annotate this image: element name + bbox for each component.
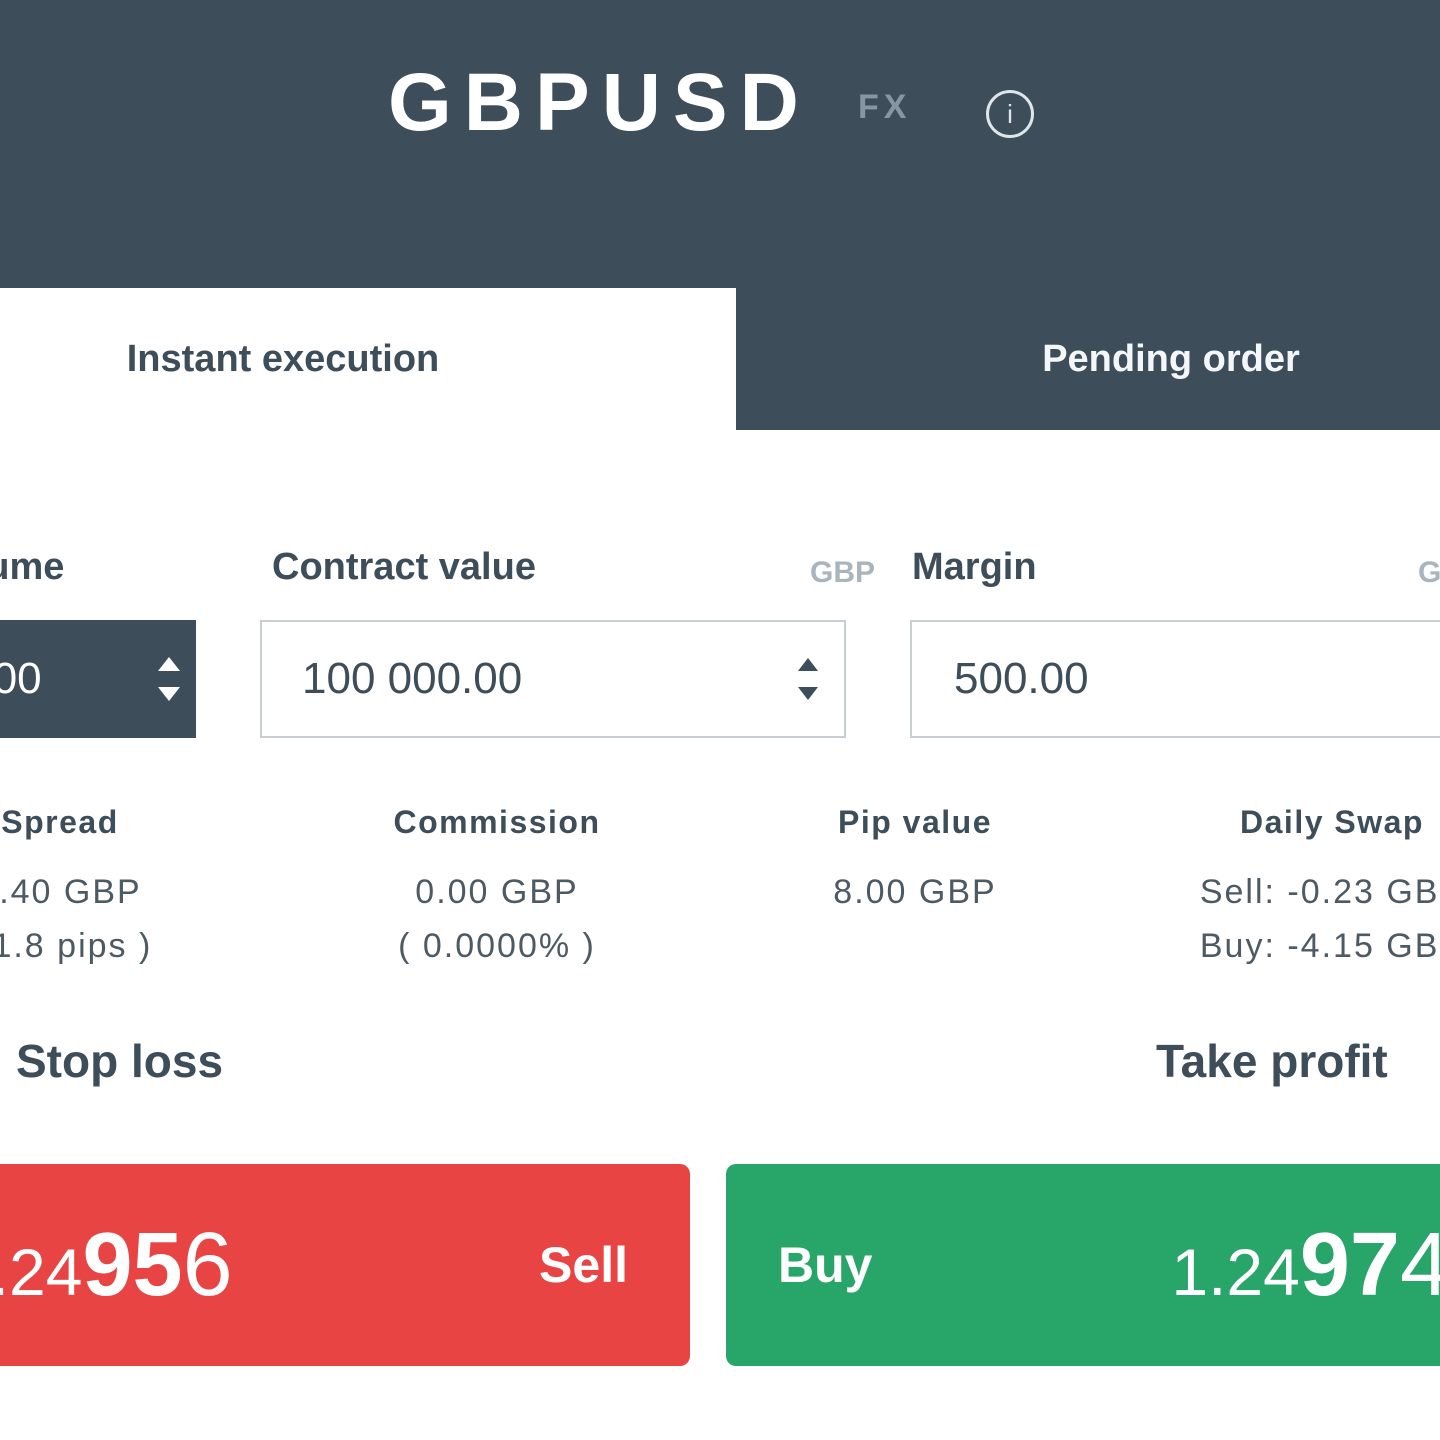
- contract-value-currency-label: GBP: [810, 556, 876, 589]
- volume-label: Volume: [0, 546, 65, 588]
- volume-value: 1.00: [0, 654, 42, 703]
- info-icon[interactable]: i: [986, 90, 1034, 138]
- daily-swap-label: Daily Swap: [1240, 804, 1424, 840]
- volume-increment-arrow-icon[interactable]: [158, 657, 180, 671]
- market-type-label: FX: [858, 88, 912, 126]
- daily-swap-buy: Buy: -4.15 GBP: [1199, 927, 1440, 965]
- tab-pending-order-label: Pending order: [1042, 337, 1300, 380]
- margin-amount: 500.00: [954, 654, 1089, 703]
- pip-value-label: Pip value: [838, 804, 992, 840]
- commission-label: Commission: [393, 804, 601, 840]
- volume-decrement-arrow-icon[interactable]: [158, 687, 180, 701]
- margin-currency-label: GBP: [1418, 556, 1440, 589]
- buy-price-big: 97: [1299, 1214, 1400, 1315]
- sell-price-big: 95: [82, 1214, 183, 1315]
- contract-value-amount: 100 000.00: [302, 654, 523, 703]
- pip-value-stat: Pip value 8.00 GBP: [737, 804, 1093, 919]
- tab-instant-execution-label: Instant execution: [126, 337, 440, 380]
- spread-label: Spread: [1, 804, 119, 840]
- spread-pips: ( 1.8 pips ): [0, 927, 153, 965]
- info-icon-glyph: i: [1007, 98, 1013, 129]
- tab-instant-execution[interactable]: Instant execution: [0, 288, 736, 430]
- commission-value: 0.00 GBP: [415, 873, 579, 911]
- tab-pending-order[interactable]: Pending order: [736, 288, 1440, 430]
- daily-swap-sell: Sell: -0.23 GBP: [1199, 873, 1440, 911]
- margin-input[interactable]: 500.00: [910, 620, 1440, 738]
- sell-price-last: 6: [182, 1214, 233, 1315]
- contract-decrement-arrow-icon[interactable]: [798, 687, 818, 700]
- buy-price-prefix: 1.24: [1171, 1234, 1300, 1309]
- buy-button-label: Buy: [778, 1237, 873, 1293]
- commission-percent: ( 0.0000% ): [398, 927, 596, 965]
- margin-label: Margin: [912, 546, 1037, 588]
- spread-stat: Spread 4.40 GBP ( 1.8 pips ): [0, 804, 240, 973]
- volume-stepper: [158, 657, 180, 701]
- take-profit-toggle[interactable]: Take profit: [1156, 1035, 1388, 1087]
- contract-value-input[interactable]: 100 000.00: [260, 620, 846, 738]
- volume-input[interactable]: 1.00: [0, 620, 196, 738]
- contract-value-stepper: [798, 658, 818, 700]
- stop-loss-toggle[interactable]: Stop loss: [16, 1035, 224, 1087]
- dialog-header: GBPUSD FX i: [0, 0, 1440, 288]
- buy-price: 1.24 97 4: [1171, 1214, 1440, 1317]
- spread-value: 4.40 GBP: [0, 873, 142, 911]
- daily-swap-stat: Daily Swap Sell: -0.23 GBP Buy: -4.15 GB…: [1142, 804, 1440, 973]
- commission-stat: Commission 0.00 GBP ( 0.0000% ): [317, 804, 677, 973]
- buy-button[interactable]: Buy 1.24 97 4: [726, 1164, 1440, 1366]
- pip-value-amount: 8.00 GBP: [833, 873, 997, 911]
- contract-value-label: Contract value: [272, 546, 536, 588]
- buy-price-last: 4: [1399, 1214, 1440, 1315]
- sell-button-label: Sell: [539, 1237, 628, 1293]
- sell-price-prefix: 1.24: [0, 1234, 83, 1309]
- instrument-symbol: GBPUSD: [388, 57, 811, 148]
- contract-increment-arrow-icon[interactable]: [798, 658, 818, 671]
